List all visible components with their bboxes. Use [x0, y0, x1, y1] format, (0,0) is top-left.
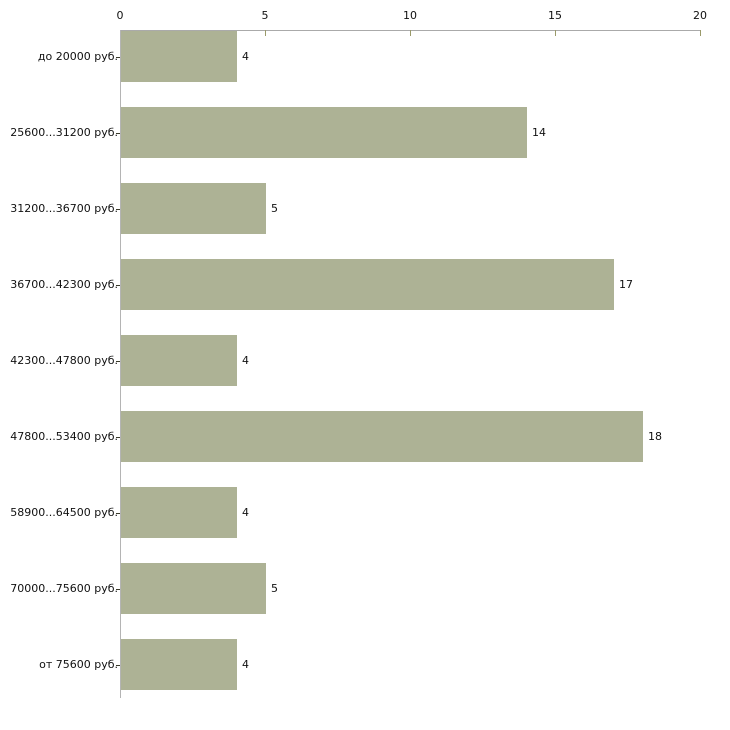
x-axis-tick-label: 0: [116, 9, 124, 22]
x-axis-tick: [700, 30, 701, 36]
bar: [121, 259, 614, 310]
y-axis-tick: [116, 208, 120, 210]
y-axis-tick: [116, 284, 120, 286]
y-axis-tick: [116, 664, 120, 666]
y-axis-category-label: 47800...53400 руб.: [10, 429, 118, 443]
bar-value-label: 4: [242, 657, 249, 671]
y-axis-tick: [116, 512, 120, 514]
bar-value-label: 18: [648, 429, 662, 443]
bar: [121, 183, 266, 234]
bar: [121, 639, 237, 690]
bar: [121, 335, 237, 386]
bar-value-label: 4: [242, 505, 249, 519]
bar: [121, 563, 266, 614]
x-axis-tick: [265, 30, 266, 36]
y-axis-tick: [116, 360, 120, 362]
y-axis-tick: [116, 436, 120, 438]
x-axis-tick-label: 20: [693, 9, 707, 22]
bar: [121, 411, 643, 462]
bar-value-label: 17: [619, 277, 633, 291]
y-axis-category-label: до 20000 руб.: [37, 49, 118, 63]
x-axis-tick-label: 15: [548, 9, 562, 22]
y-axis-tick: [116, 132, 120, 134]
x-axis-tick: [410, 30, 411, 36]
y-axis-category-label: 36700...42300 руб.: [10, 277, 118, 291]
y-axis-category-label: 70000...75600 руб.: [10, 581, 118, 595]
y-axis-line: [120, 30, 121, 698]
bar-value-label: 4: [242, 49, 249, 63]
bar: [121, 31, 237, 82]
bar-value-label: 4: [242, 353, 249, 367]
y-axis-tick: [116, 56, 120, 58]
y-axis-category-label: 42300...47800 руб.: [10, 353, 118, 367]
y-axis-category-label: 31200...36700 руб.: [10, 201, 118, 215]
x-axis-tick: [555, 30, 556, 36]
bar-value-label: 5: [271, 581, 278, 595]
bar-value-label: 14: [532, 125, 546, 139]
y-axis-category-label: 58900...64500 руб.: [10, 505, 118, 519]
x-axis-tick-label: 5: [261, 9, 269, 22]
y-axis-category-label: 25600...31200 руб.: [10, 125, 118, 139]
bar-value-label: 5: [271, 201, 278, 215]
bar: [121, 487, 237, 538]
x-axis-tick-label: 10: [403, 9, 417, 22]
y-axis-category-label: от 75600 руб.: [39, 657, 118, 671]
bar: [121, 107, 527, 158]
y-axis-tick: [116, 588, 120, 590]
